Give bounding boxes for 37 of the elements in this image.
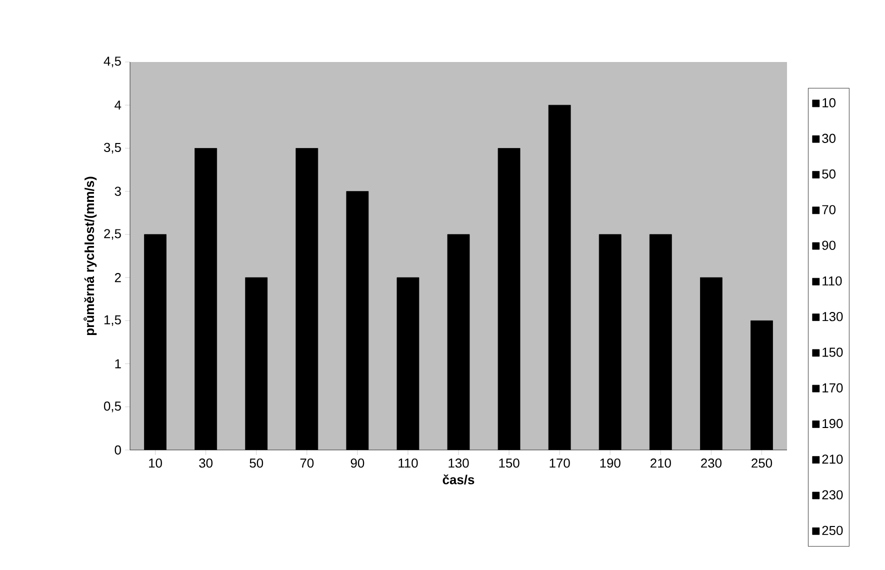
x-tick-label: 70: [300, 458, 314, 468]
y-tick-label: 1: [115, 359, 121, 368]
x-tick-label: 230: [701, 458, 722, 468]
legend-label: 90: [822, 240, 836, 250]
x-tick-label: 30: [199, 458, 213, 468]
legend-label: 110: [822, 276, 842, 286]
x-tick-label: 210: [650, 458, 671, 468]
legend-label: 190: [822, 418, 843, 428]
legend-label: 130: [822, 312, 843, 322]
x-tick-label: 10: [149, 458, 162, 468]
y-tick-label: 3: [114, 186, 121, 196]
x-tick-label: 90: [350, 458, 364, 468]
x-tick-label: 130: [448, 458, 469, 468]
legend-label: 70: [822, 205, 836, 214]
y-axis-title: průměrná rychlost/(mm/s): [84, 176, 97, 336]
y-tick-label: 2,5: [104, 229, 121, 240]
legend-label: 150: [822, 348, 843, 357]
x-tick-label: 190: [600, 458, 620, 468]
y-tick-label: 4,5: [104, 56, 121, 68]
x-tick-label: 110: [398, 458, 418, 468]
legend-label: 230: [822, 490, 843, 500]
y-tick-label: 0,5: [104, 402, 121, 412]
y-tick-label: 3,5: [104, 142, 121, 154]
legend-label: 10: [822, 98, 836, 108]
legend-label: 30: [822, 134, 836, 143]
y-tick-label: 2: [114, 273, 121, 282]
legend-label: 170: [822, 383, 843, 392]
x-tick-label: 250: [752, 458, 772, 468]
y-tick-label: 1,5: [104, 315, 121, 326]
legend-label: 250: [822, 526, 843, 536]
y-tick-label: 0: [114, 445, 121, 455]
x-tick-label: 170: [550, 458, 570, 468]
legend-label: 50: [822, 169, 836, 179]
y-tick-label: 4: [114, 100, 122, 110]
x-tick-label: 50: [250, 458, 264, 468]
x-tick-label: 150: [499, 458, 520, 468]
x-axis-title: čas/s: [442, 474, 474, 484]
